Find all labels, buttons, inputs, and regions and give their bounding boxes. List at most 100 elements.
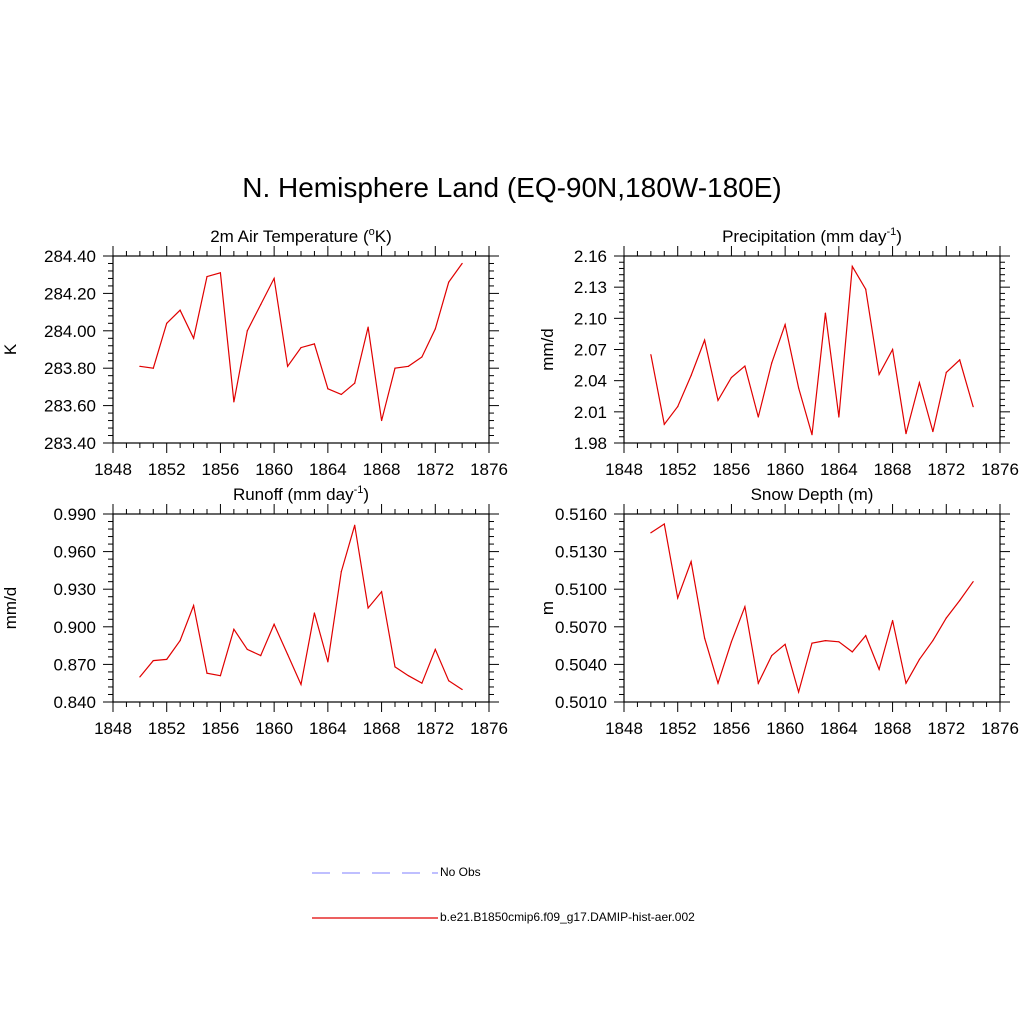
- data-point: [286, 365, 289, 367]
- plot-frame: [112, 255, 490, 444]
- data-point: [891, 619, 894, 622]
- legend-label-model: b.e21.B1850cmip6.f09_g17.DAMIP-hist-aer.…: [440, 910, 695, 924]
- data-point: [394, 367, 396, 369]
- data-point: [152, 367, 154, 369]
- x-tick-label: 1868: [874, 719, 912, 738]
- data-point: [878, 373, 880, 376]
- x-tick-label: 1852: [659, 719, 697, 738]
- data-point: [918, 658, 921, 660]
- data-point: [690, 561, 692, 563]
- x-tick-label: 1876: [981, 460, 1019, 479]
- y-tick-label: 0.960: [53, 543, 96, 562]
- data-point: [663, 423, 665, 425]
- data-point: [865, 634, 867, 637]
- data-point: [206, 275, 208, 278]
- data-point: [905, 682, 907, 684]
- data-point: [744, 365, 746, 367]
- data-point: [905, 433, 907, 435]
- data-point: [407, 675, 410, 677]
- data-point: [219, 272, 222, 274]
- data-point: [677, 406, 679, 408]
- y-tick-label: 0.5070: [555, 618, 607, 637]
- data-point: [327, 661, 329, 663]
- data-point: [286, 653, 289, 655]
- data-point: [380, 591, 383, 593]
- x-tick-label: 1856: [202, 719, 240, 738]
- x-tick-label: 1856: [713, 719, 751, 738]
- data-point: [246, 330, 248, 332]
- y-tick-label: 2.13: [574, 278, 607, 297]
- data-point: [233, 628, 235, 630]
- data-point: [461, 262, 463, 265]
- y-tick-label: 0.990: [53, 505, 96, 524]
- panel-precipitation: 1848 1852 1856 1860 1864 1868 1872 1876 1.98 2.01…: [538, 226, 1019, 479]
- data-point: [824, 312, 827, 314]
- data-point: [434, 648, 436, 650]
- data-point: [703, 339, 706, 341]
- panel-runoff: 1848 1852 1856 1860 1864 1868 1872 1876 0.840 0.8…: [1, 484, 508, 738]
- data-point: [932, 639, 934, 642]
- data-point: [313, 343, 316, 345]
- data-point: [273, 623, 275, 625]
- x-tick-label: 1864: [820, 460, 858, 479]
- data-point: [327, 388, 329, 390]
- y-tick-label: 0.5040: [555, 655, 607, 674]
- plot-frame: [112, 513, 490, 703]
- x-tick-label: 1852: [148, 460, 186, 479]
- legend-entry-model: b.e21.B1850cmip6.f09_g17.DAMIP-hist-aer.…: [310, 908, 730, 928]
- y-axis-label: m: [538, 601, 557, 615]
- plot-frame: [623, 513, 1001, 703]
- data-point: [690, 374, 692, 377]
- data-point: [233, 401, 235, 403]
- data-point: [932, 430, 934, 433]
- data-point: [717, 682, 719, 684]
- x-tick-label: 1852: [148, 719, 186, 738]
- data-point: [797, 691, 800, 693]
- data-point: [367, 326, 369, 328]
- data-point: [784, 643, 786, 645]
- data-point: [851, 651, 853, 653]
- x-tick-label: 1860: [766, 719, 804, 738]
- data-point: [434, 328, 436, 330]
- data-point: [219, 675, 222, 677]
- x-tick-label: 1864: [820, 719, 858, 738]
- data-point: [650, 532, 652, 534]
- x-tick-label: 1868: [363, 719, 401, 738]
- panel-title: Runoff (mm day-1): [233, 484, 369, 504]
- data-point: [354, 382, 356, 384]
- data-point: [744, 606, 746, 608]
- data-point: [166, 322, 168, 324]
- data-point: [663, 523, 665, 525]
- x-tick-label: 1868: [363, 460, 401, 479]
- y-axis-label: mm/d: [1, 587, 20, 630]
- panel-title: 2m Air Temperature (oK): [210, 226, 392, 246]
- data-point: [838, 416, 840, 418]
- y-tick-label: 0.870: [53, 655, 96, 674]
- y-tick-label: 284.00: [44, 322, 96, 341]
- legend-label-obs: No Obs: [440, 865, 481, 879]
- data-point: [192, 604, 195, 607]
- panel-title: Precipitation (mm day-1): [722, 226, 902, 246]
- data-point: [797, 387, 800, 389]
- data-point: [448, 680, 450, 682]
- legend-entry-obs: No Obs: [310, 863, 730, 883]
- data-point: [757, 682, 759, 684]
- data-point: [273, 277, 275, 280]
- data-point: [878, 668, 880, 671]
- data-point: [354, 524, 356, 526]
- y-tick-label: 0.5130: [555, 543, 607, 562]
- data-point: [865, 288, 867, 290]
- y-tick-label: 0.900: [53, 618, 96, 637]
- data-point: [139, 676, 141, 678]
- data-point: [300, 683, 302, 686]
- x-tick-label: 1856: [713, 460, 751, 479]
- y-tick-label: 284.20: [44, 284, 96, 303]
- y-tick-label: 0.930: [53, 580, 96, 599]
- y-tick-label: 2.07: [574, 341, 607, 360]
- x-tick-label: 1872: [416, 719, 454, 738]
- x-tick-label: 1848: [605, 719, 643, 738]
- data-point: [206, 672, 208, 674]
- y-tick-label: 2.16: [574, 247, 607, 266]
- x-tick-label: 1872: [927, 719, 965, 738]
- data-point: [838, 641, 840, 643]
